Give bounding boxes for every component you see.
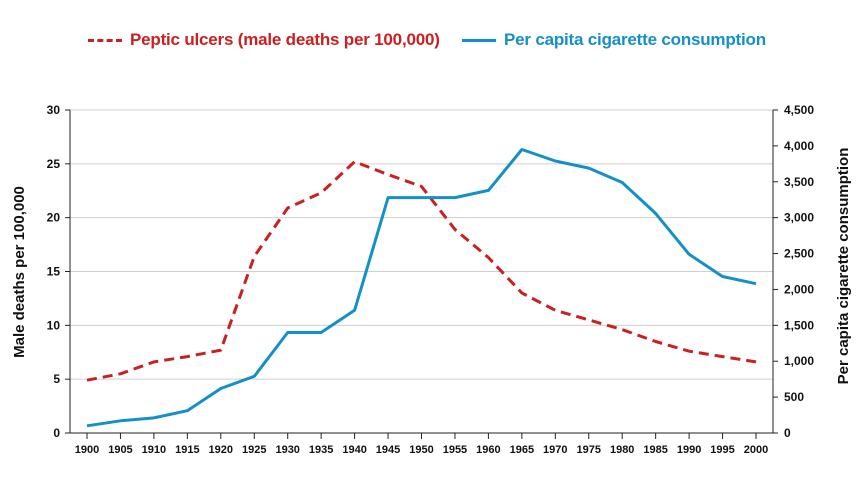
right-y-tick-label: 1,000 [784,354,814,368]
left-y-tick-label: 30 [47,103,61,117]
legend-label-peptic-ulcers: Peptic ulcers (male deaths per 100,000) [130,30,440,49]
x-tick-label: 1955 [443,444,467,456]
legend-item-peptic-ulcers: Peptic ulcers (male deaths per 100,000) [88,30,440,50]
legend-label-cigarette-consumption: Per capita cigarette consumption [504,30,766,49]
x-tick-label: 1920 [209,444,233,456]
x-tick-label: 1945 [376,444,400,456]
x-tick-label: 1940 [342,444,366,456]
right-y-tick-label: 1,500 [784,318,814,332]
right-y-tick-label: 2,000 [784,282,814,296]
x-tick-label: 1935 [309,444,333,456]
x-tick-label: 1965 [510,444,534,456]
left-y-tick-label: 10 [47,318,61,332]
right-y-tick-label: 3,000 [784,211,814,225]
x-tick-label: 1990 [677,444,701,456]
left-y-axis-ticks: 0 5 10 15 20 25 30 [47,103,70,440]
legend-swatch-peptic-ulcers [88,38,122,42]
left-y-tick-label: 0 [53,426,60,440]
right-y-axis-ticks: 0 500 1,000 1,500 2,000 2,500 3,000 3,500 4,000 4… [773,103,814,440]
right-y-tick-label: 0 [784,426,791,440]
chart-legend: Peptic ulcers (male deaths per 100,000) … [0,30,863,60]
series-line-cigarette-consumption [86,148,757,428]
series-line-peptic-ulcers [86,160,757,382]
left-y-tick-label: 15 [47,265,61,279]
right-y-tick-label: 3,500 [784,175,814,189]
x-tick-label: 1985 [643,444,667,456]
x-tick-label: 1950 [409,444,433,456]
right-y-tick-label: 4,500 [784,103,814,117]
x-tick-label: 1970 [543,444,567,456]
x-tick-label: 1905 [108,444,132,456]
right-y-axis-title: Per capita cigarette consumption [835,148,852,385]
left-y-tick-label: 25 [47,157,61,171]
x-tick-label: 1925 [242,444,266,456]
x-tick-label: 1915 [175,444,199,456]
right-y-tick-label: 500 [784,390,804,404]
x-tick-label: 1910 [142,444,166,456]
legend-item-cigarette-consumption: Per capita cigarette consumption [462,30,766,50]
legend-swatch-cigarette-consumption [462,38,496,42]
left-y-axis-title: Male deaths per 100,000 [11,186,28,358]
x-tick-label: 1960 [476,444,500,456]
left-y-tick-label: 5 [53,372,60,386]
x-tick-label: 1930 [275,444,299,456]
series-lines [86,148,757,428]
x-axis-ticks: 1900 1905 1910 1915 1920 1925 1930 1935 1940 1945… [75,433,768,456]
right-y-tick-label: 2,500 [784,247,814,261]
x-tick-label: 2000 [744,444,768,456]
x-tick-label: 1900 [75,444,99,456]
gridlines [70,109,773,380]
x-tick-label: 1980 [610,444,634,456]
x-tick-label: 1995 [710,444,734,456]
right-y-tick-label: 4,000 [784,139,814,153]
left-y-tick-label: 20 [47,211,61,225]
x-tick-label: 1975 [577,444,601,456]
